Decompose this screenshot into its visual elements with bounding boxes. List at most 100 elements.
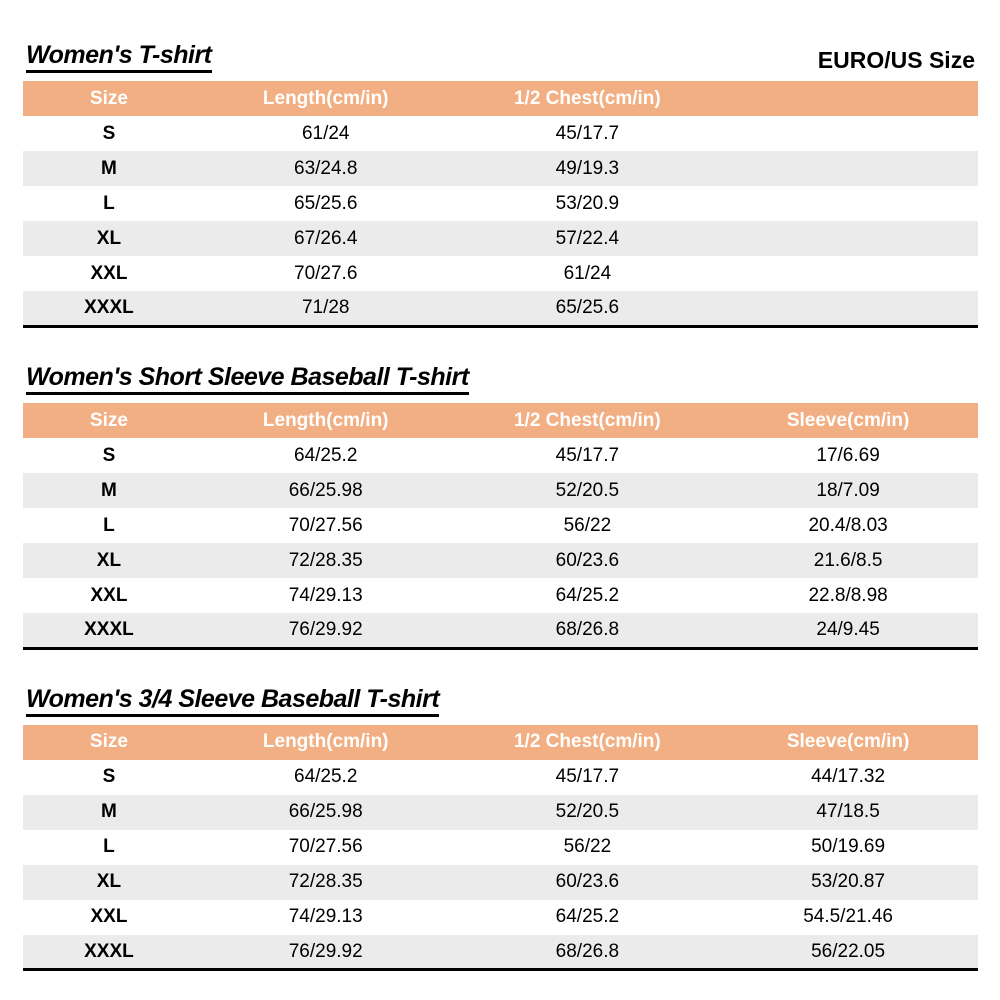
table-row: M 66/25.98 52/20.5 18/7.09 (23, 473, 978, 508)
size-cell: M (23, 151, 195, 187)
measurement-cell: 56/22 (563, 836, 612, 858)
table-row: XXXL 71/28 65/25.6 (23, 291, 978, 327)
size-table-short-sleeve-baseball: Size Length(cm/in) 1/2 Chest(cm/in) Sleeve(… (23, 403, 978, 650)
size-cell: XXXL (23, 291, 195, 327)
section-title: Women's 3/4 Sleeve Baseball T-shirt (26, 685, 440, 717)
table-row: S 61/24 45/17.7 (23, 116, 978, 151)
measurement-cell: 68/26.8 (456, 934, 719, 970)
measurement-cell: 47/18.5 (718, 794, 978, 830)
column-header: Size (23, 403, 195, 438)
measurement-cell: 53/20.9 (555, 192, 620, 214)
table-row: L 65/25.6 53/20.9 (23, 186, 978, 221)
measurement-cell: 60/23.6 (456, 543, 719, 578)
size-cell: XXL (90, 906, 128, 928)
measurement-cell: 72/28.35 (194, 543, 457, 578)
table-row: L 70/27.56 56/22 50/19.69 (23, 830, 978, 865)
size-table-womens-tshirt: Size Length(cm/in) 1/2 Chest(cm/in) S 61/24 4… (23, 81, 978, 328)
measurement-cell: 70/27.56 (288, 836, 363, 858)
measurement-cell: 67/26.4 (194, 221, 457, 257)
section-title-row: Women's T-shirt EURO/US Size (26, 42, 975, 74)
measurement-cell (718, 256, 978, 291)
measurement-cell: 54.5/21.46 (803, 906, 893, 928)
column-header: 1/2 Chest(cm/in) (456, 724, 719, 760)
measurement-cell: 72/28.35 (194, 864, 457, 900)
section-womens-tshirt: Women's T-shirt EURO/US Size Size Length(… (23, 42, 978, 328)
table-row: XL 67/26.4 57/22.4 (23, 221, 978, 257)
column-header: Size (23, 724, 195, 760)
measurement-cell: 49/19.3 (456, 151, 719, 187)
size-cell: S (102, 444, 116, 466)
measurement-cell: 65/25.6 (456, 291, 719, 327)
table-row: XL 72/28.35 60/23.6 21.6/8.5 (23, 543, 978, 578)
table-row: S 64/25.2 45/17.7 17/6.69 (23, 438, 978, 473)
size-cell: XL (23, 864, 195, 900)
measurement-cell: 52/20.5 (456, 794, 719, 830)
header-row: Size Length(cm/in) 1/2 Chest(cm/in) Sleeve(… (23, 724, 978, 760)
measurement-cell: 60/23.6 (456, 864, 719, 900)
measurement-cell: 52/20.5 (456, 473, 719, 508)
column-header (718, 81, 978, 117)
size-chart-page: Women's T-shirt EURO/US Size Size Length(… (23, 42, 978, 972)
header-row: Size Length(cm/in) 1/2 Chest(cm/in) Sleeve(… (23, 403, 978, 438)
table-row: XXXL 76/29.92 68/26.8 24/9.45 (23, 613, 978, 648)
measurement-cell: 70/27.6 (294, 262, 358, 284)
measurement-cell: 64/25.2 (294, 444, 358, 466)
measurement-cell (718, 116, 978, 151)
table-row: M 66/25.98 52/20.5 47/18.5 (23, 794, 978, 830)
size-cell: M (23, 794, 195, 830)
size-cell: M (23, 473, 195, 508)
measurement-cell: 65/25.6 (294, 192, 358, 214)
size-cell: XXL (90, 262, 128, 284)
section-title: Women's T-shirt (26, 42, 212, 74)
section-three-quarter-sleeve-baseball: Women's 3/4 Sleeve Baseball T-shirt Size… (23, 685, 978, 972)
measurement-cell: 66/25.98 (194, 794, 457, 830)
measurement-cell: 20.4/8.03 (808, 514, 888, 536)
measurement-cell: 63/24.8 (194, 151, 457, 187)
measurement-cell: 71/28 (194, 291, 457, 327)
size-standard-label: EURO/US Size (817, 46, 975, 73)
measurement-cell: 57/22.4 (456, 221, 719, 257)
measurement-cell (718, 221, 978, 257)
measurement-cell: 74/29.13 (288, 584, 363, 606)
measurement-cell (718, 291, 978, 327)
measurement-cell: 18/7.09 (718, 473, 978, 508)
column-header: Size (23, 81, 195, 117)
measurement-cell: 61/24 (563, 262, 612, 284)
header-row: Size Length(cm/in) 1/2 Chest(cm/in) (23, 81, 978, 117)
measurement-cell: 17/6.69 (816, 444, 880, 466)
column-header: Sleeve(cm/in) (718, 724, 978, 760)
measurement-cell: 61/24 (301, 122, 350, 144)
measurement-cell: 74/29.13 (288, 906, 363, 928)
measurement-cell: 53/20.87 (718, 864, 978, 900)
column-header: 1/2 Chest(cm/in) (456, 403, 719, 438)
measurement-cell: 21.6/8.5 (718, 543, 978, 578)
measurement-cell: 45/17.7 (555, 766, 620, 788)
measurement-cell: 22.8/8.98 (808, 584, 888, 606)
measurement-cell: 76/29.92 (194, 934, 457, 970)
section-short-sleeve-baseball: Women's Short Sleeve Baseball T-shirt Si… (23, 364, 978, 650)
measurement-cell: 68/26.8 (456, 613, 719, 648)
measurement-cell: 45/17.7 (555, 122, 620, 144)
size-cell: XXXL (23, 934, 195, 970)
size-cell: L (103, 836, 115, 858)
section-title-row: Women's 3/4 Sleeve Baseball T-shirt (26, 685, 975, 717)
column-header: Length(cm/in) (194, 81, 457, 117)
size-cell: XXXL (23, 613, 195, 648)
size-cell: S (102, 766, 116, 788)
table-row: XXL 74/29.13 64/25.2 22.8/8.98 (23, 578, 978, 613)
section-title-row: Women's Short Sleeve Baseball T-shirt (26, 364, 975, 395)
measurement-cell: 66/25.98 (194, 473, 457, 508)
measurement-cell: 64/25.2 (555, 584, 620, 606)
column-header: 1/2 Chest(cm/in) (456, 81, 719, 117)
column-header: Sleeve(cm/in) (718, 403, 978, 438)
size-cell: XXL (90, 584, 128, 606)
size-cell: XL (23, 543, 195, 578)
table-row: M 63/24.8 49/19.3 (23, 151, 978, 187)
table-row: XXXL 76/29.92 68/26.8 56/22.05 (23, 934, 978, 970)
column-header: Length(cm/in) (194, 403, 457, 438)
measurement-cell: 64/25.2 (555, 906, 620, 928)
measurement-cell: 56/22.05 (718, 934, 978, 970)
size-cell: L (103, 514, 115, 536)
size-cell: S (102, 122, 116, 144)
measurement-cell: 24/9.45 (718, 613, 978, 648)
